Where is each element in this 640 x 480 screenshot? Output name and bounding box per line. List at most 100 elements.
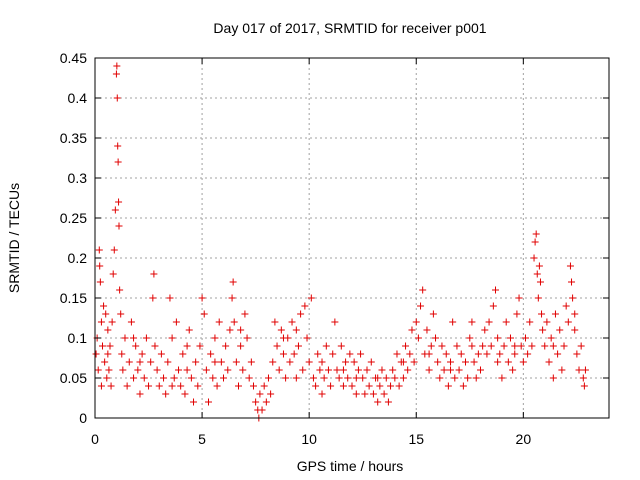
data-point <box>369 390 377 398</box>
data-point <box>399 374 407 382</box>
data-point <box>114 142 122 150</box>
y-tick-label: 0 <box>79 410 87 426</box>
data-point <box>515 294 523 302</box>
data-point <box>115 222 123 230</box>
data-point <box>162 390 170 398</box>
y-tick-label: 0.3 <box>68 170 88 186</box>
data-point <box>536 278 544 286</box>
data-point <box>98 342 106 350</box>
data-point <box>571 310 579 318</box>
data-point <box>352 374 360 382</box>
data-point <box>335 374 343 382</box>
data-point <box>382 374 390 382</box>
data-point <box>100 302 108 310</box>
data-point <box>562 302 570 310</box>
data-point <box>331 318 339 326</box>
data-point <box>170 374 178 382</box>
data-point <box>333 366 341 374</box>
data-point <box>350 358 358 366</box>
data-point <box>342 358 350 366</box>
data-point <box>337 342 345 350</box>
y-tick-label: 0.45 <box>60 50 87 66</box>
data-point <box>339 382 347 390</box>
data-point <box>132 342 140 350</box>
data-point <box>530 254 538 262</box>
data-point <box>504 358 512 366</box>
data-point <box>111 206 119 214</box>
data-point <box>509 366 517 374</box>
y-axis-label: SRMTID / TECUs <box>6 183 22 293</box>
data-point <box>481 326 489 334</box>
data-point <box>320 374 328 382</box>
data-point <box>92 350 100 358</box>
data-point <box>172 318 180 326</box>
data-point <box>96 278 104 286</box>
data-point <box>262 398 270 406</box>
data-point <box>404 366 412 374</box>
data-point <box>121 334 129 342</box>
data-point <box>116 286 124 294</box>
data-point <box>324 366 332 374</box>
data-point <box>568 278 576 286</box>
data-point <box>577 342 585 350</box>
data-point <box>374 398 382 406</box>
data-point <box>361 390 369 398</box>
data-point <box>160 374 168 382</box>
y-tick-label: 0.05 <box>60 370 87 386</box>
data-point <box>393 350 401 358</box>
data-point <box>547 334 555 342</box>
data-point <box>558 366 566 374</box>
data-point <box>581 366 589 374</box>
data-point <box>200 310 208 318</box>
data-point <box>387 382 395 390</box>
data-point <box>234 382 242 390</box>
data-point <box>312 382 320 390</box>
data-point <box>519 358 527 366</box>
data-point <box>541 342 549 350</box>
data-point <box>97 382 105 390</box>
data-point <box>453 342 461 350</box>
data-point <box>549 374 557 382</box>
data-point <box>256 390 264 398</box>
x-tick-label: 0 <box>91 431 99 447</box>
data-point <box>108 318 116 326</box>
data-point <box>118 350 126 358</box>
data-point <box>477 366 484 374</box>
data-point <box>309 374 317 382</box>
data-point <box>380 390 388 398</box>
data-point <box>560 342 568 350</box>
data-point <box>395 382 403 390</box>
data-point <box>434 358 442 366</box>
data-point <box>412 318 420 326</box>
data-point <box>423 326 431 334</box>
data-point <box>462 358 470 366</box>
y-tick-label: 0.35 <box>60 130 87 146</box>
data-point <box>136 358 144 366</box>
data-point <box>249 382 257 390</box>
data-point <box>115 198 123 206</box>
data-point <box>232 358 240 366</box>
data-point <box>485 318 493 326</box>
data-point <box>104 350 112 358</box>
data-point <box>213 382 221 390</box>
data-point <box>112 70 120 78</box>
data-point <box>455 366 463 374</box>
data-point <box>472 374 480 382</box>
grid <box>95 58 609 418</box>
data-point <box>376 382 384 390</box>
data-point <box>209 374 217 382</box>
data-point <box>117 310 125 318</box>
data-point <box>271 318 279 326</box>
data-point <box>104 326 112 334</box>
x-tick-label: 15 <box>408 431 424 447</box>
data-point <box>447 358 455 366</box>
data-point <box>427 342 435 350</box>
x-tick-label: 20 <box>516 431 532 447</box>
data-point <box>500 342 508 350</box>
data-point <box>130 374 138 382</box>
data-point <box>299 366 307 374</box>
data-point <box>282 374 290 382</box>
data-point <box>436 374 444 382</box>
data-point <box>483 350 491 358</box>
data-point <box>487 342 495 350</box>
